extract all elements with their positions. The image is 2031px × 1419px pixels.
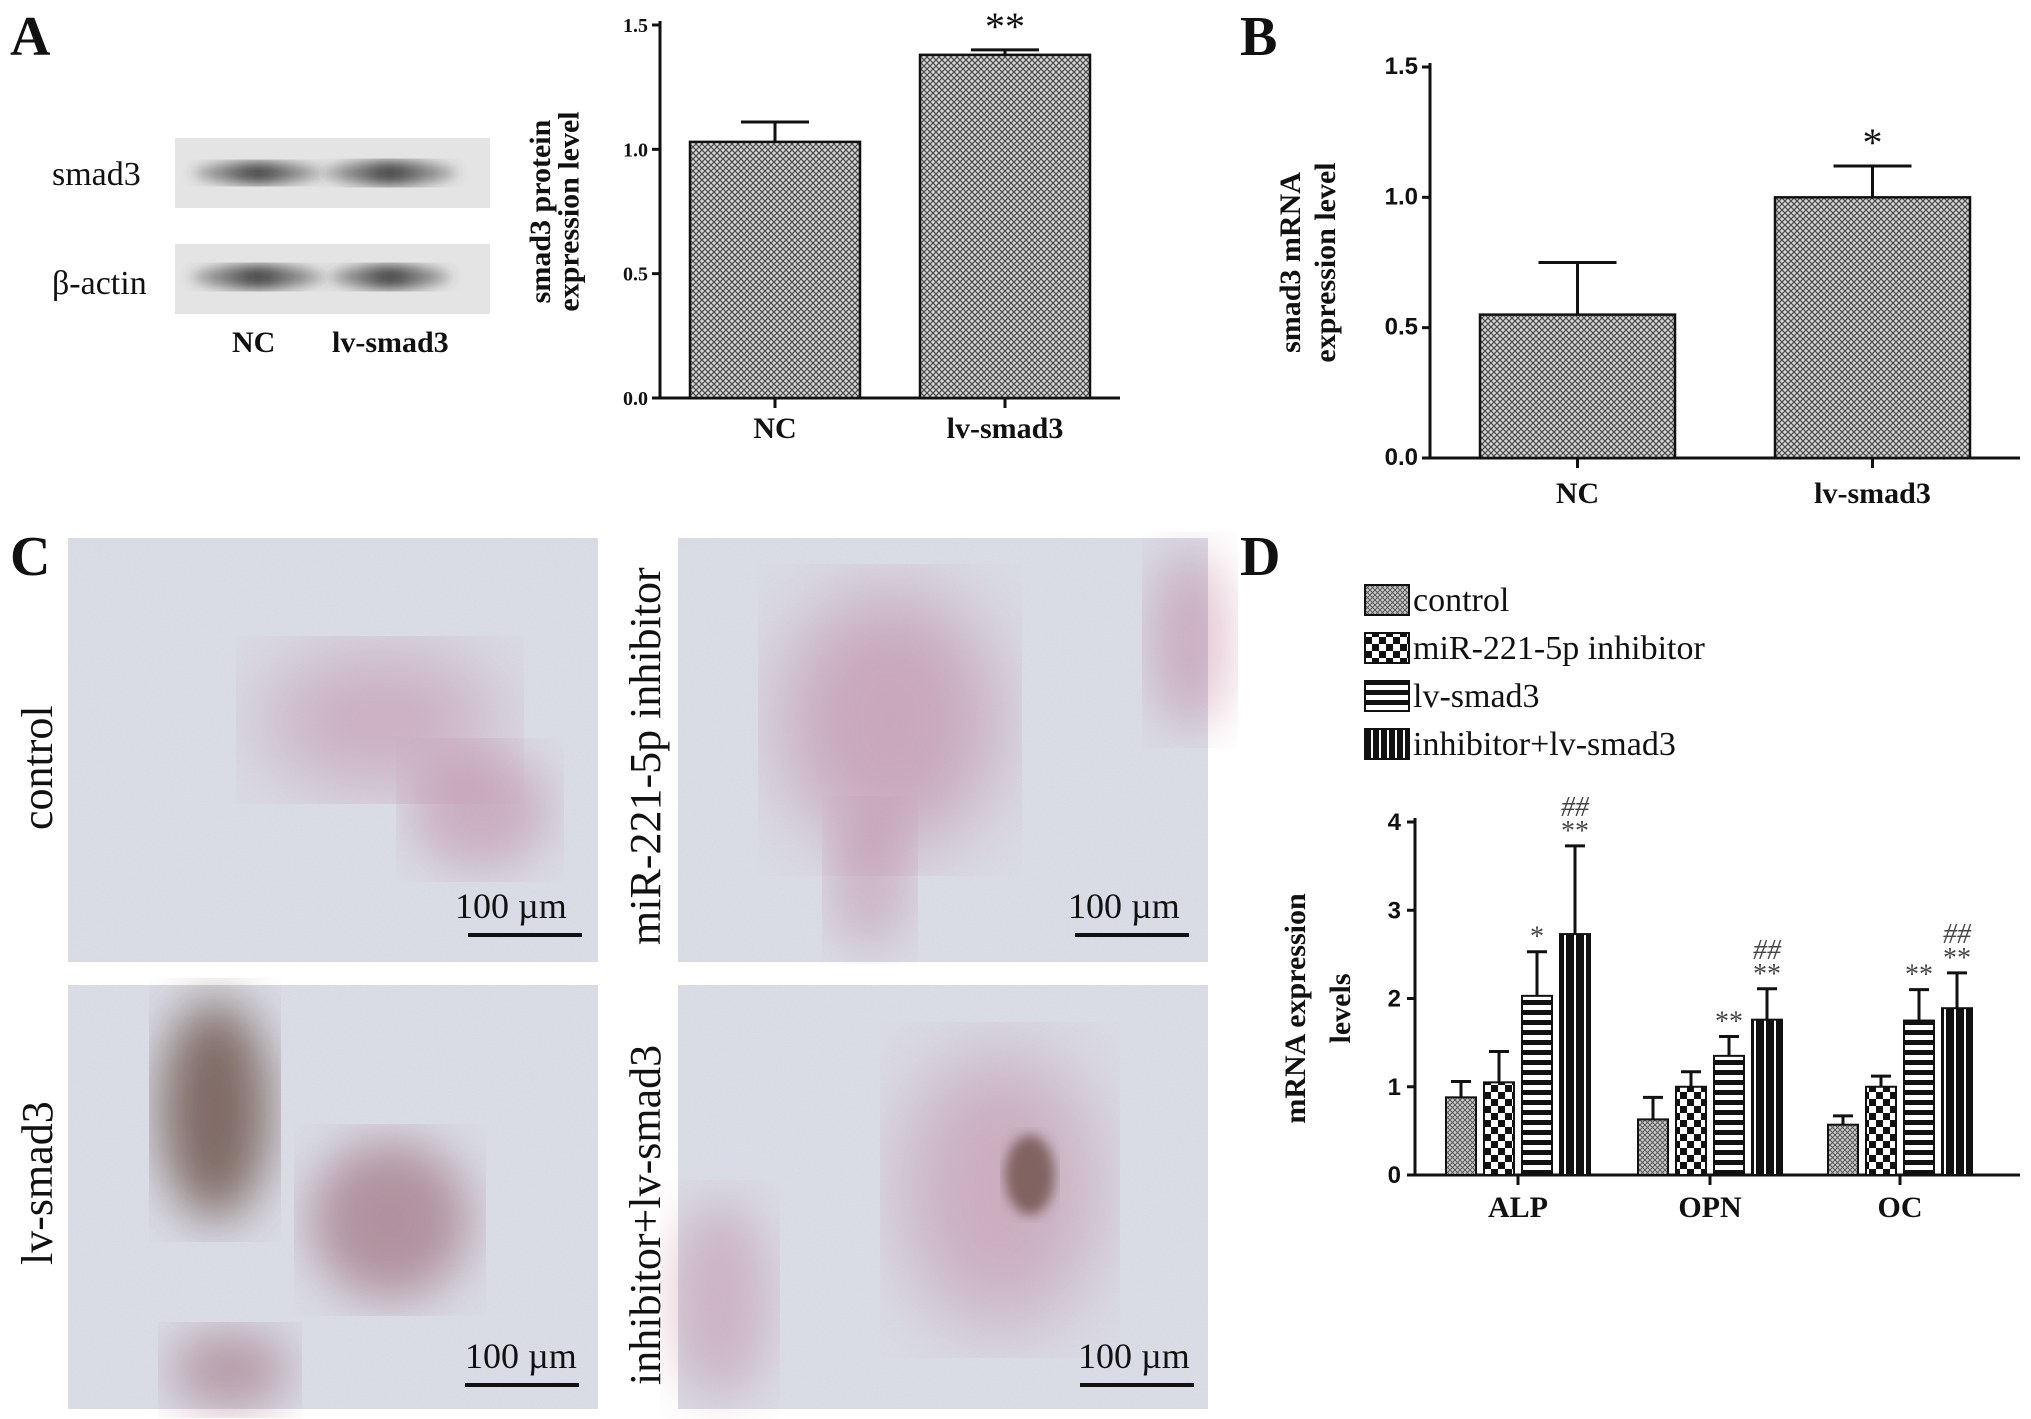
y-axis-label-line: smad3 mRNA [1274,172,1307,353]
legend-d: control miR-221-5p inhibitor lv-smad3 inhib… [1364,582,1706,763]
significance-label: ** [1905,960,1933,991]
significance-label: * [1863,120,1883,165]
x-tick-label: NC [753,412,796,445]
y-axis-label-line: levels [1324,974,1357,1044]
y-tick-label: 1.5 [1385,53,1418,80]
legend-label: lv-smad3 [1413,678,1540,715]
micrograph-label-control: control [13,705,62,830]
bar [1521,994,1553,1176]
scale-bar-control [468,933,582,937]
bar [1559,933,1591,1177]
blot-lane-label-nc: NC [232,326,275,359]
bar [1941,1007,1973,1177]
scale-bar-combined [1080,1383,1194,1387]
micrograph-label-lv-smad3: lv-smad3 [13,1101,62,1265]
y-tick-label: 0.5 [623,264,648,286]
scale-label-combined: 100 µm [1078,1336,1190,1376]
y-axis-label: smad3 mRNAexpression level [1274,162,1342,362]
chart-a: 0.0 0.5 1.0 1.5 NC lv-smad3 ** smad3 proteinexp… [524,4,1120,445]
legend-swatch [1364,680,1410,712]
bar [918,53,1092,400]
bar [1445,1096,1477,1176]
y-tick-label: 4 [1388,809,1402,836]
blot-band-actin-lv [328,265,452,289]
significance-label: ** [1753,959,1781,990]
bar [1637,1118,1669,1176]
hash-label: ## [1561,792,1590,823]
scale-label-control: 100 µm [455,886,567,926]
scale-label-lv-smad3: 100 µm [465,1336,577,1376]
x-tick-label: NC [1556,477,1599,510]
significance-label: ** [985,4,1025,49]
blot-row-label-actin: β-actin [52,265,147,302]
bar [1483,1081,1515,1177]
micrograph-combined: 100 µm [670,985,1208,1409]
significance-label: ** [1943,943,1971,974]
bar [1865,1085,1897,1176]
y-axis-label-line: expression level [553,111,586,311]
y-axis-label: smad3 proteinexpression level [524,111,586,311]
legend-swatch [1364,728,1410,760]
y-tick-label: 0.0 [1385,444,1418,471]
y-tick-label: 0 [1388,1162,1401,1189]
panel-label-d: D [1240,526,1280,588]
significance-label: ** [1561,816,1589,847]
legend-label: inhibitor+lv-smad3 [1413,726,1676,763]
hash-label: ## [1753,935,1782,966]
scale-label-inhibitor: 100 µm [1068,886,1180,926]
bar [688,140,862,400]
y-tick-label: 3 [1388,897,1401,924]
blot-band-actin-nc [190,265,326,289]
y-tick-label: 2 [1388,986,1401,1013]
hash-label: ## [1943,919,1972,950]
y-axis-label-line: mRNA expression [1279,893,1312,1124]
scale-bar-inhibitor [1075,933,1189,937]
panel-label-c: C [10,526,50,588]
y-tick-label: 0.0 [623,388,648,410]
x-tick-label: lv-smad3 [1814,477,1931,510]
y-tick-label: 1.5 [623,15,648,37]
chart-b: 0.0 0.5 1.0 1.5 NC lv-smad3 * smad3 mRNAexpress… [1274,53,2020,510]
blot-band-smad3-lv [322,161,458,185]
micrograph-control: 100 µm [68,538,598,962]
micrograph-lv-smad3: 100 µm [68,985,598,1410]
bar [1713,1054,1745,1177]
legend-label: miR-221-5p inhibitor [1413,630,1706,667]
blot-lane-label-lv: lv-smad3 [332,326,449,359]
x-tick-label: OPN [1678,1191,1742,1224]
significance-label: ** [1715,1006,1743,1037]
bar [1773,196,1972,460]
bar [1903,1019,1935,1176]
bar [1827,1123,1859,1177]
y-tick-label: 1.0 [1385,183,1418,210]
scale-bar-lv-smad3 [465,1383,579,1387]
panel-label-b: B [1240,6,1277,68]
x-tick-label: lv-smad3 [947,412,1064,445]
blot-band-smad3-nc [192,162,324,184]
bar [1478,313,1677,460]
y-tick-label: 1 [1388,1074,1401,1101]
micrograph-inhibitor: 100 µm [678,538,1230,962]
blot-row-label-smad3: smad3 [52,156,141,193]
micrograph-label-inhibitor: miR-221-5p inhibitor [621,567,670,945]
bar [1675,1085,1707,1176]
legend-swatch [1364,584,1410,616]
legend-label: control [1413,582,1509,619]
y-axis-label-line: expression level [1309,162,1342,362]
panel-label-a: A [10,6,51,68]
micrograph-label-combined: inhibitor+lv-smad3 [621,1045,670,1385]
y-tick-label: 0.5 [1385,314,1418,341]
y-axis-label: mRNA expression levels [1279,893,1357,1124]
x-tick-label: OC [1878,1191,1923,1224]
legend-swatch [1364,632,1410,664]
western-blot: smad3 β-actin NC lv-smad3 [52,138,490,359]
micrographs: 100 µm 100 µm 100 µm [13,538,1230,1410]
bar [1751,1018,1783,1176]
y-axis-label-line: smad3 protein [524,119,557,303]
x-tick-label: ALP [1488,1191,1548,1224]
y-tick-label: 1.0 [623,139,648,161]
significance-label: * [1530,922,1544,953]
